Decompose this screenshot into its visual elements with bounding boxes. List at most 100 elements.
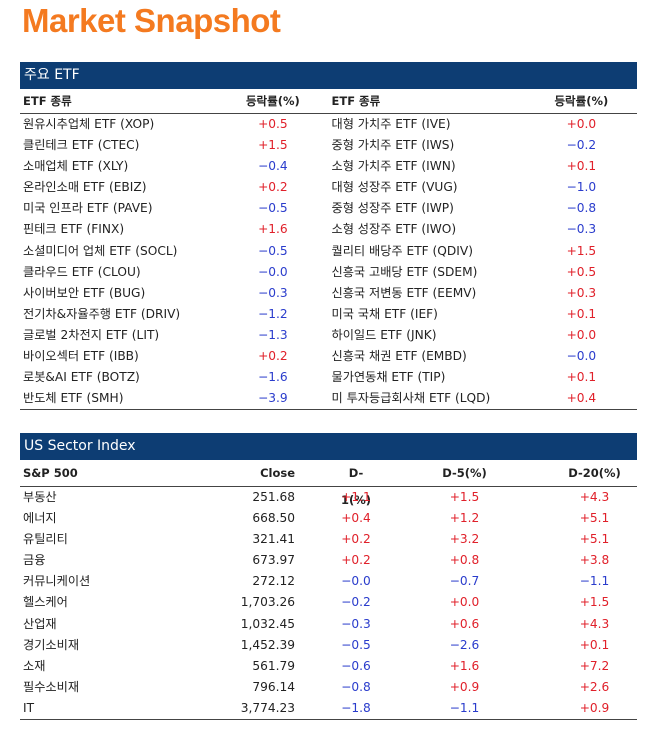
d20-header: D-20(%) xyxy=(568,466,621,480)
sector-name: 커뮤니케이션 xyxy=(23,574,91,589)
sector-close: 321.41 xyxy=(252,532,295,547)
etf-name: 바이오섹터 ETF (IBB) xyxy=(23,349,139,364)
d1-header: D-1(%) xyxy=(340,466,372,507)
close-header: Close xyxy=(260,466,295,480)
etf-change: +0.1 xyxy=(566,306,597,321)
sector-table: S&P 500 Close D-1(%) D-5(%) D-20(%) 부동산 2… xyxy=(20,460,637,721)
etf-change: +0.3 xyxy=(566,285,597,300)
etf-name: 미 투자등급회사채 ETF (LQD) xyxy=(331,391,491,406)
sector-name: 소재 xyxy=(23,658,46,673)
etf-name: 반도체 ETF (SMH) xyxy=(23,391,124,406)
sector-d1: −0.5 xyxy=(341,637,371,652)
sector-close: 561.79 xyxy=(252,658,295,673)
table-row: 글로벌 2차전지 ETF (LIT) −1.3 하이일드 ETF (JNK) +0.0 xyxy=(20,325,637,346)
sector-d5: +0.9 xyxy=(449,679,480,694)
table-row: 소셜미디어 업체 ETF (SOCL) −0.5 퀄리티 배당주 ETF (QDIV… xyxy=(20,241,637,262)
etf-change: +1.5 xyxy=(258,138,288,153)
sector-d20: +4.3 xyxy=(579,616,610,631)
etf-change: +0.5 xyxy=(258,117,288,131)
sector-d1: −0.6 xyxy=(341,658,371,673)
sector-close: 1,032.45 xyxy=(240,616,295,631)
sector-name: 금융 xyxy=(23,553,46,568)
etf-change-header-left: 등락률(%) xyxy=(245,94,300,108)
sector-d5: +0.6 xyxy=(449,616,480,631)
table-row: 사이버보안 ETF (BUG) −0.3 신흥국 저변동 ETF (EEMV) +0.… xyxy=(20,283,637,304)
etf-name: 신흥국 채권 ETF (EMBD) xyxy=(331,349,467,364)
d5-header: D-5(%) xyxy=(442,466,487,480)
table-row: 필수소비재 796.14 −0.8 +0.9 +2.6 xyxy=(20,677,637,698)
table-row: 전기차&자율주행 ETF (DRIV) −1.2 미국 국채 ETF (IEF) +0… xyxy=(20,304,637,325)
etf-change: −0.4 xyxy=(258,159,288,174)
etf-change: −0.8 xyxy=(566,201,597,216)
table-row: 경기소비재 1,452.39 −0.5 −2.6 +0.1 xyxy=(20,635,637,656)
sector-close: 1,703.26 xyxy=(240,595,295,610)
sector-d20: −1.1 xyxy=(579,574,610,589)
sector-d5: +1.2 xyxy=(449,511,480,526)
etf-name-header-right: ETF 종류 xyxy=(331,94,381,108)
etf-change: −1.6 xyxy=(258,370,288,385)
etf-change: −0.3 xyxy=(258,285,288,300)
sector-d5: +1.5 xyxy=(449,490,480,504)
sector-table-header: S&P 500 Close D-1(%) D-5(%) D-20(%) xyxy=(20,460,637,507)
table-row: 바이오섹터 ETF (IBB) +0.2 신흥국 채권 ETF (EMBD) −0.0 xyxy=(20,346,637,367)
sector-d20: +5.1 xyxy=(579,511,610,526)
sector-section-header: US Sector Index xyxy=(20,433,637,460)
sector-d1: −1.8 xyxy=(341,700,371,715)
table-row: 에너지 668.50 +0.4 +1.2 +5.1 xyxy=(20,508,637,529)
etf-table-body: 원유시추업체 ETF (XOP) +0.5 대형 가치주 ETF (IVE) +0.0… xyxy=(20,114,637,411)
table-row: 반도체 ETF (SMH) −3.9 미 투자등급회사채 ETF (LQD) +0.4 xyxy=(20,388,637,409)
sector-d1: +0.2 xyxy=(341,553,371,568)
sector-name: 필수소비재 xyxy=(23,679,80,694)
etf-change: +0.2 xyxy=(258,180,288,195)
etf-name: 원유시추업체 ETF (XOP) xyxy=(23,117,155,131)
etf-change: +1.6 xyxy=(258,222,288,237)
sector-d20: +0.1 xyxy=(579,637,610,652)
etf-name: 소형 성장주 ETF (IWO) xyxy=(331,222,457,237)
etf-name: 사이버보안 ETF (BUG) xyxy=(23,285,146,300)
sector-close: 1,452.39 xyxy=(240,637,295,652)
etf-table: ETF 종류 등락률(%) ETF 종류 등락률(%) 원유시추업체 ETF (… xyxy=(20,89,637,411)
sector-d20: +0.9 xyxy=(579,700,610,715)
sector-name: 에너지 xyxy=(23,511,57,526)
table-row: 로봇&AI ETF (BOTZ) −1.6 물가연동채 ETF (TIP) +0.1 xyxy=(20,367,637,388)
sector-name-header: S&P 500 xyxy=(23,466,78,480)
etf-name: 신흥국 고배당 ETF (SDEM) xyxy=(331,264,478,279)
sector-name: 헬스케어 xyxy=(23,595,68,610)
etf-change: +0.0 xyxy=(566,117,597,131)
etf-name: 핀테크 ETF (FINX) xyxy=(23,222,125,237)
table-row: 핀테크 ETF (FINX) +1.6 소형 성장주 ETF (IWO) −0.3 xyxy=(20,219,637,240)
table-row: 소매업체 ETF (XLY) −0.4 소형 가치주 ETF (IWN) +0.1 xyxy=(20,156,637,177)
sector-name: 경기소비재 xyxy=(23,637,80,652)
table-row: 헬스케어 1,703.26 −0.2 +0.0 +1.5 xyxy=(20,592,637,613)
etf-name: 소형 가치주 ETF (IWN) xyxy=(331,159,456,174)
etf-name: 소셜미디어 업체 ETF (SOCL) xyxy=(23,243,178,258)
etf-name: 하이일드 ETF (JNK) xyxy=(331,327,437,342)
etf-name: 중형 성장주 ETF (IWP) xyxy=(331,201,454,216)
sector-close: 251.68 xyxy=(252,490,295,504)
table-row: IT 3,774.23 −1.8 −1.1 +0.9 xyxy=(20,698,637,719)
sector-d1: −0.3 xyxy=(341,616,371,631)
etf-change: +0.2 xyxy=(258,349,288,364)
sector-d5: +0.0 xyxy=(449,595,480,610)
etf-change: −1.3 xyxy=(258,327,288,342)
etf-name: 퀄리티 배당주 ETF (QDIV) xyxy=(331,243,473,258)
etf-change: −0.3 xyxy=(566,222,597,237)
etf-name: 로봇&AI ETF (BOTZ) xyxy=(23,370,140,385)
table-row: 원유시추업체 ETF (XOP) +0.5 대형 가치주 ETF (IVE) +0.0 xyxy=(20,114,637,135)
sector-d20: +7.2 xyxy=(579,658,610,673)
etf-change: −0.2 xyxy=(566,138,597,153)
sector-name: 산업재 xyxy=(23,616,57,631)
etf-name: 글로벌 2차전지 ETF (LIT) xyxy=(23,327,160,342)
etf-change: −0.0 xyxy=(258,264,288,279)
etf-name: 중형 가치주 ETF (IWS) xyxy=(331,138,455,153)
sector-d20: +5.1 xyxy=(579,532,610,547)
sector-d1: +0.2 xyxy=(341,532,371,547)
etf-name: 클린테크 ETF (CTEC) xyxy=(23,138,140,153)
etf-change: −0.5 xyxy=(258,201,288,216)
etf-change: −0.5 xyxy=(258,243,288,258)
etf-change: +0.1 xyxy=(566,159,597,174)
sector-d1: +0.4 xyxy=(341,511,371,526)
etf-name: 미국 국채 ETF (IEF) xyxy=(331,306,438,321)
sector-d5: −2.6 xyxy=(449,637,480,652)
etf-table-header: ETF 종류 등락률(%) ETF 종류 등락률(%) xyxy=(20,89,637,114)
